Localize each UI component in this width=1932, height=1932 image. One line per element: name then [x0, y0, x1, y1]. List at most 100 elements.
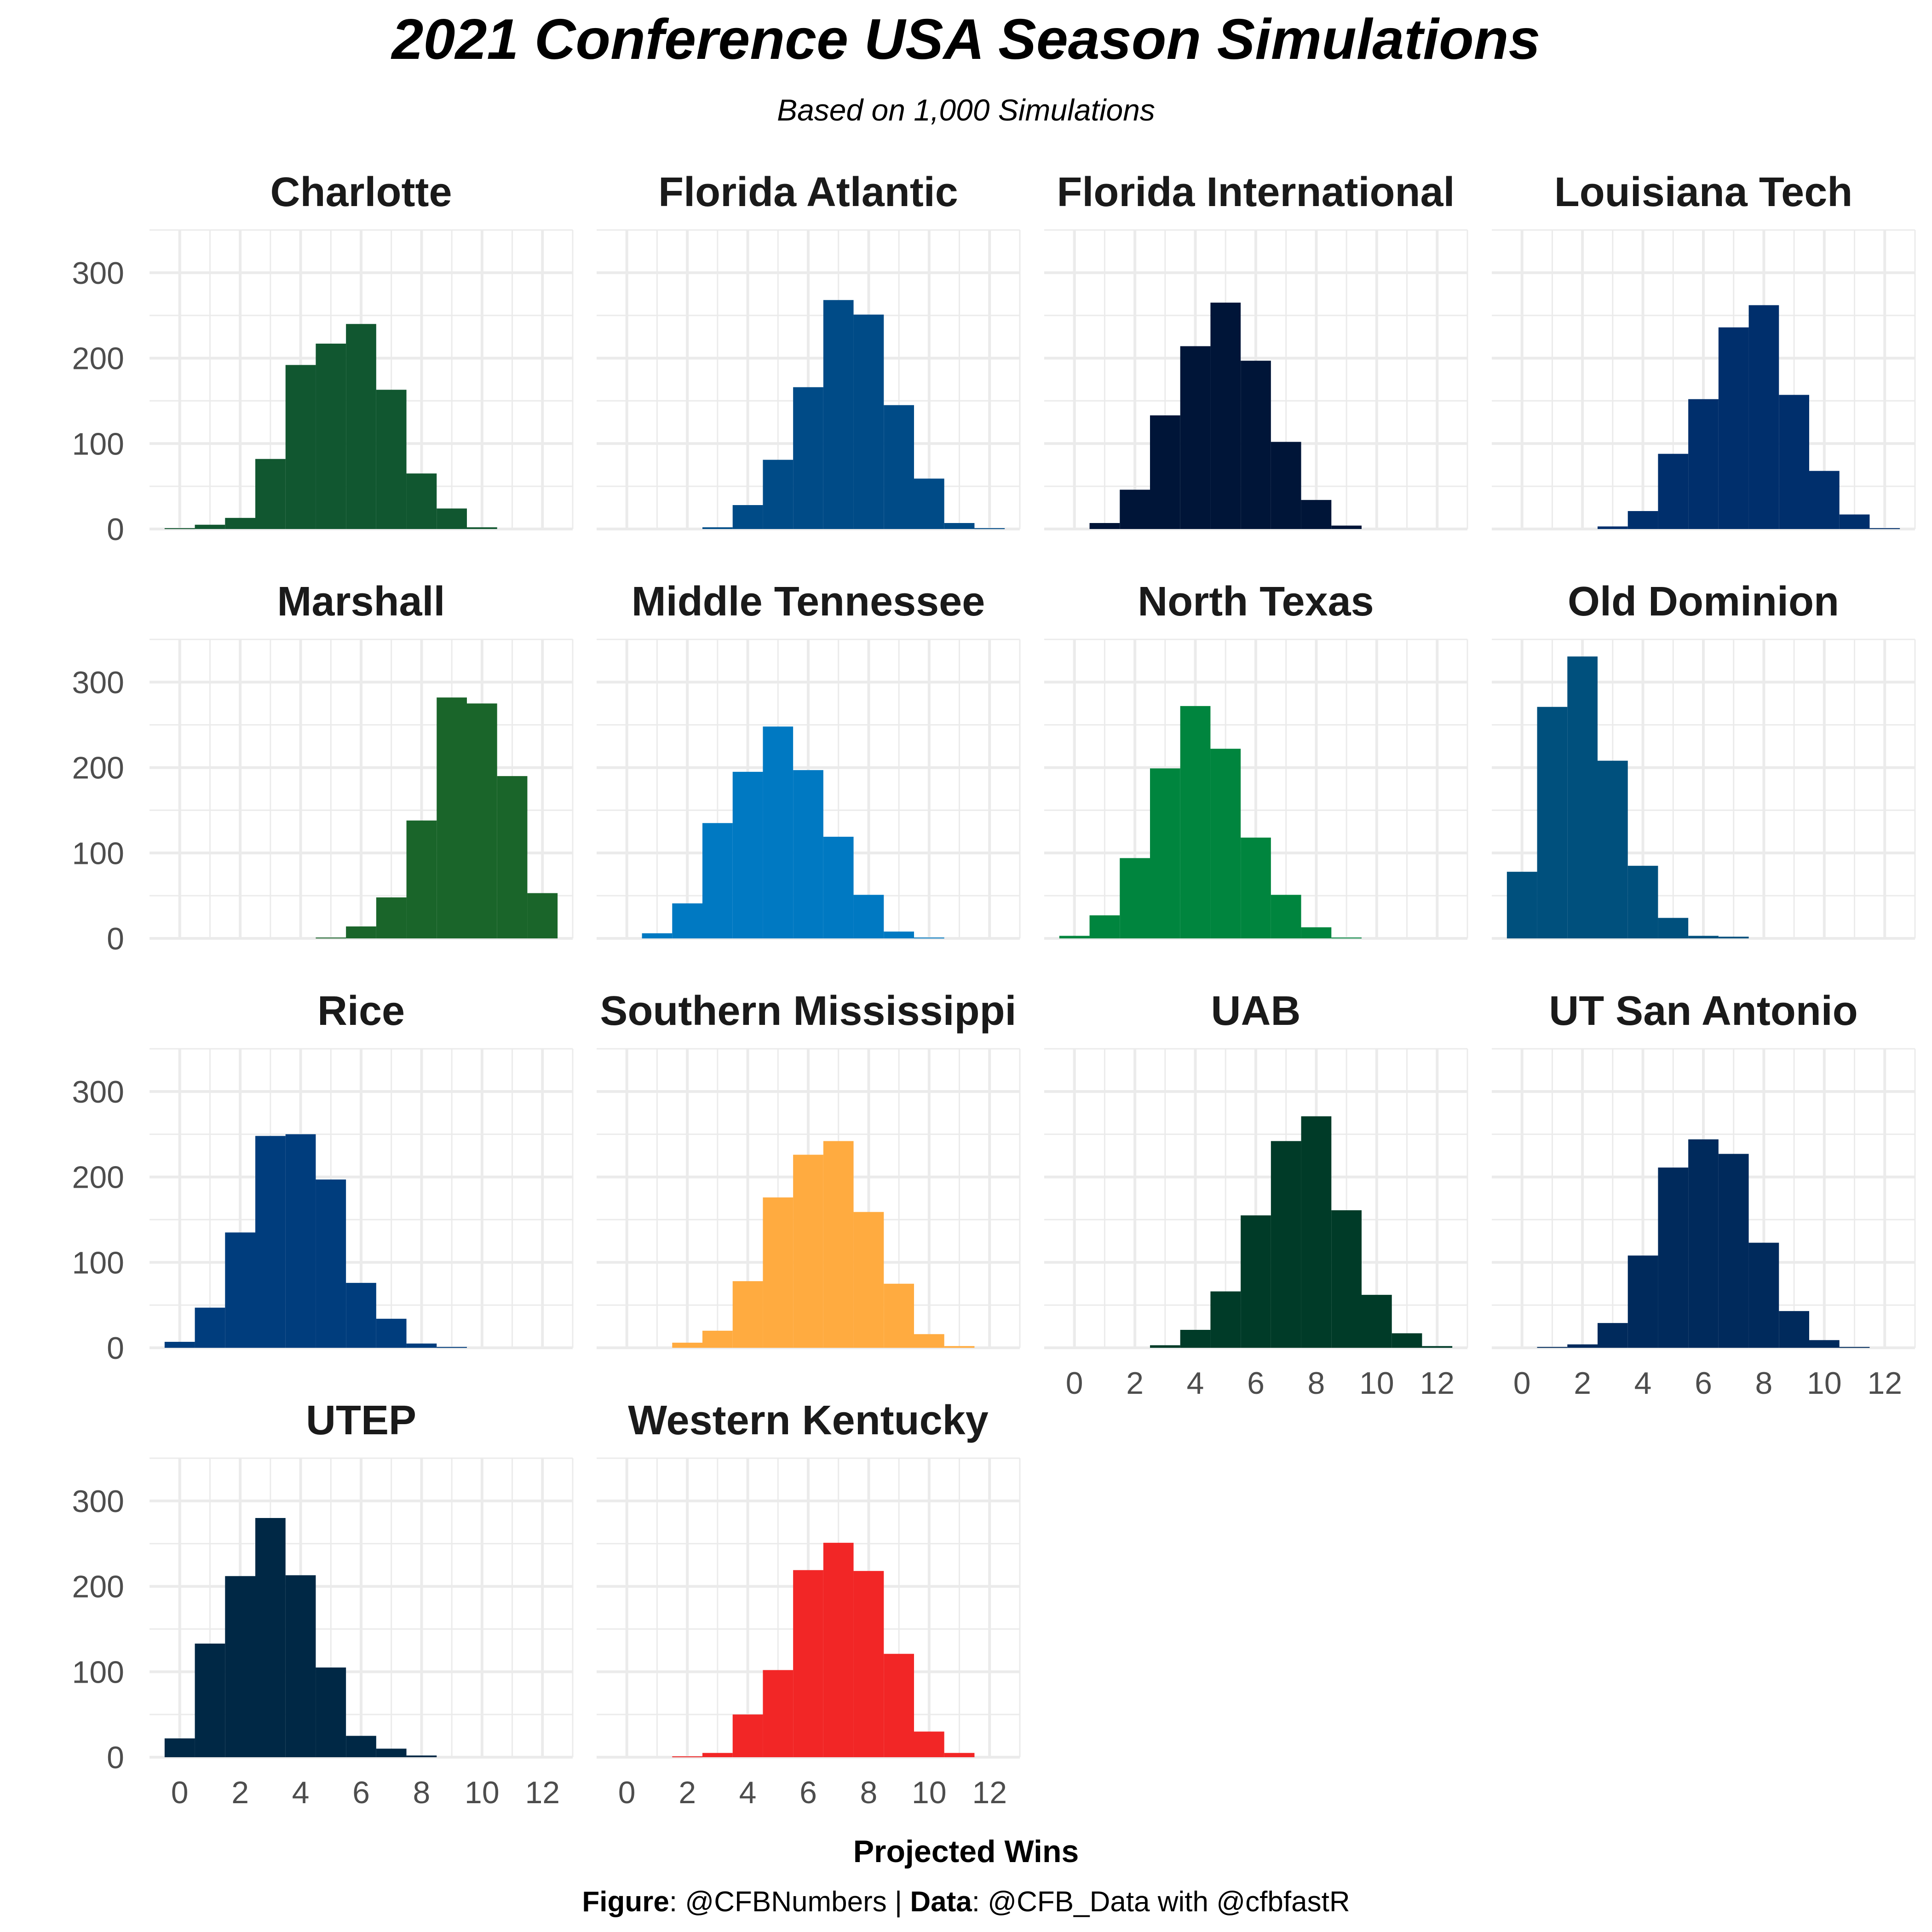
histogram-bar	[1301, 500, 1332, 529]
histogram-bar	[1658, 918, 1689, 938]
x-tick-label: 12	[972, 1775, 1007, 1810]
facet-title: Louisiana Tech	[1554, 169, 1852, 215]
x-tick-label: 6	[1695, 1366, 1712, 1401]
x-tick-label: 8	[860, 1775, 878, 1810]
histogram-bar	[1809, 1340, 1840, 1348]
histogram-bar	[527, 893, 558, 938]
histogram-bar	[944, 1346, 975, 1348]
histogram-bar	[346, 926, 376, 938]
histogram-bar	[346, 324, 376, 529]
histogram-bar	[164, 1738, 195, 1757]
histogram-bar	[1598, 1323, 1628, 1348]
histogram-bar	[763, 1670, 794, 1757]
histogram-bar	[1150, 1345, 1180, 1348]
histogram-bar	[406, 820, 437, 938]
histogram-bar	[1506, 872, 1537, 938]
histogram-bar	[285, 1134, 316, 1348]
histogram-bar	[1718, 937, 1749, 938]
caption-figure-value: : @CFBNumbers |	[669, 1886, 910, 1918]
histogram-bar	[1627, 1255, 1658, 1348]
caption-data-label: Data	[910, 1886, 972, 1918]
histogram-bar	[376, 897, 407, 938]
histogram-bar	[1748, 305, 1779, 529]
facet-title: Marshall	[277, 579, 445, 625]
x-axis-title: Projected Wins	[853, 1834, 1079, 1869]
facet-panel: Florida International	[1044, 169, 1468, 530]
histogram-bar	[823, 837, 854, 938]
histogram-bar	[1392, 1333, 1422, 1348]
histogram-bar	[406, 1755, 437, 1757]
y-tick-label: 100	[72, 836, 124, 871]
x-tick-label: 10	[1359, 1366, 1394, 1401]
facet-title: Florida International	[1057, 169, 1455, 215]
x-tick-label: 6	[799, 1775, 817, 1810]
histogram-bar	[853, 1571, 884, 1757]
histogram-bar	[376, 1318, 407, 1348]
histogram-bar	[1180, 346, 1211, 529]
histogram-bar	[1241, 1215, 1271, 1348]
y-tick-label: 100	[72, 426, 124, 461]
histogram-bar	[732, 505, 763, 529]
histogram-bar	[1537, 707, 1568, 938]
y-tick-label: 0	[107, 512, 124, 547]
histogram-bar	[732, 1281, 763, 1348]
x-tick-label: 2	[1126, 1366, 1144, 1401]
histogram-bar	[285, 365, 316, 529]
histogram-bar	[285, 1575, 316, 1757]
facet-panel: Rice 0 100 200 300	[72, 988, 574, 1366]
x-tick-label: 4	[1187, 1366, 1204, 1401]
facet-panel: North Texas	[1044, 579, 1468, 940]
y-tick-label: 300	[72, 1075, 124, 1110]
facet-panel: Charlotte 0 100 200 300	[72, 169, 574, 547]
histogram-bar	[732, 771, 763, 938]
histogram-bar	[1271, 1141, 1301, 1348]
y-tick-label: 300	[72, 1484, 124, 1519]
chart-title: 2021 Conference USA Season Simulations	[391, 8, 1541, 71]
histogram-bar	[793, 387, 823, 529]
histogram-bar	[793, 770, 823, 938]
histogram-bar	[884, 932, 914, 938]
x-tick-label: 10	[912, 1775, 947, 1810]
histogram-bar	[1210, 302, 1241, 529]
facet-title: Southern Mississippi	[600, 988, 1016, 1034]
caption-data-value: : @CFB_Data with @cfbfastR	[972, 1886, 1350, 1918]
histogram-bar	[255, 1136, 286, 1348]
histogram-bar	[1598, 760, 1628, 938]
facet-panel: Western Kentucky 0 2 4 6 8 10 12	[597, 1397, 1021, 1810]
histogram-bar	[702, 527, 733, 529]
histogram-bar	[1331, 937, 1362, 939]
histogram-bar	[732, 1714, 763, 1757]
x-tick-label: 12	[1420, 1366, 1455, 1401]
histogram-bar	[702, 823, 733, 938]
x-tick-label: 0	[1066, 1366, 1083, 1401]
y-tick-label: 100	[72, 1245, 124, 1280]
y-tick-label: 300	[72, 665, 124, 700]
x-tick-label: 6	[1247, 1366, 1265, 1401]
histogram-bar	[642, 933, 673, 938]
histogram-bar	[914, 478, 944, 529]
y-tick-label: 200	[72, 341, 124, 376]
facet-title: UT San Antonio	[1549, 988, 1858, 1034]
histogram-bar	[1241, 837, 1271, 938]
x-tick-label: 4	[292, 1775, 310, 1810]
x-tick-label: 2	[231, 1775, 249, 1810]
x-tick-label: 8	[413, 1775, 431, 1810]
x-tick-label: 10	[1807, 1366, 1842, 1401]
histogram-bar	[1839, 1347, 1870, 1348]
histogram-bar	[1839, 514, 1870, 529]
x-tick-label: 2	[678, 1775, 696, 1810]
x-tick-label: 2	[1574, 1366, 1591, 1401]
x-tick-label: 4	[739, 1775, 757, 1810]
x-tick-label: 8	[1308, 1366, 1325, 1401]
caption-figure-label: Figure	[582, 1886, 669, 1918]
facet-title: Western Kentucky	[628, 1397, 989, 1443]
histogram-bar	[1150, 768, 1180, 938]
facet-panel: UT San Antonio 0 2 4 6 8 10 12	[1492, 988, 1916, 1401]
histogram-bar	[1779, 395, 1809, 529]
histogram-bar	[406, 473, 437, 529]
histogram-bar	[914, 1731, 944, 1757]
histogram-bar	[944, 1753, 975, 1757]
histogram-bar	[1748, 1242, 1779, 1348]
